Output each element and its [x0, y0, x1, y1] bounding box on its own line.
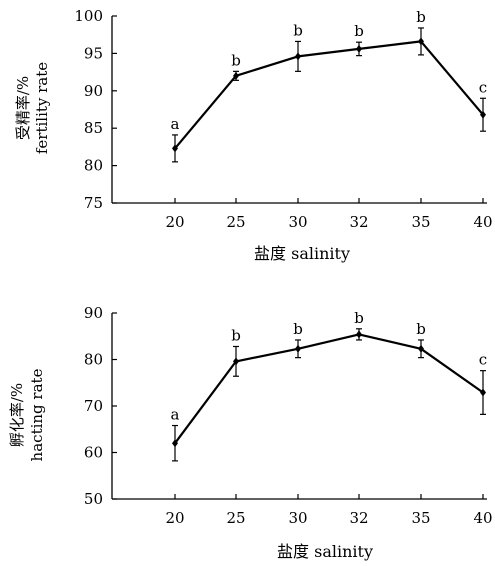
data-point — [172, 439, 178, 448]
data-point — [356, 44, 362, 53]
y-tick-label: 85 — [84, 119, 103, 137]
x-tick-label: 40 — [473, 509, 492, 527]
significance-label: b — [293, 320, 303, 338]
x-tick-label: 30 — [288, 509, 307, 527]
y-axis-label-cn: 受精率/% — [14, 76, 32, 140]
y-tick-label: 95 — [84, 44, 103, 62]
data-point — [480, 110, 486, 119]
significance-label: b — [231, 51, 241, 69]
significance-label: a — [171, 406, 180, 424]
x-tick-label: 32 — [349, 213, 368, 231]
significance-label: b — [416, 8, 426, 26]
data-point — [233, 357, 239, 366]
x-tick-label: 25 — [226, 213, 245, 231]
hatching-chart: 孵化率/% hacting rate 盐度 salinity 50 60 70 80 9… — [8, 304, 493, 561]
significance-label: c — [479, 351, 487, 369]
y-tick-label: 50 — [84, 490, 103, 508]
significance-label: b — [416, 320, 426, 338]
y-tick-label: 90 — [84, 82, 103, 100]
x-tick-label: 25 — [226, 509, 245, 527]
x-axis-label: 盐度 salinity — [277, 542, 373, 561]
y-axis-label-en: hacting rate — [28, 368, 46, 461]
y-tick-label: 60 — [84, 444, 103, 462]
x-tick-label: 40 — [473, 213, 492, 231]
significance-label: b — [293, 21, 303, 39]
significance-label: a — [171, 115, 180, 133]
significance-label: b — [354, 309, 364, 327]
series-line — [174, 40, 484, 150]
fertility-chart: 受精率/% fertility rate 盐度 salinity 75 80 85 9… — [14, 7, 493, 263]
data-point — [172, 144, 178, 153]
significance-label: b — [231, 326, 241, 344]
data-point — [356, 330, 362, 339]
y-tick-label: 75 — [84, 194, 103, 212]
y-tick-label: 70 — [84, 397, 103, 415]
x-tick-label: 20 — [165, 213, 184, 231]
y-tick-label: 80 — [84, 351, 103, 369]
significance-label: c — [479, 78, 487, 96]
series-line — [174, 333, 484, 444]
y-tick-label: 100 — [74, 7, 103, 25]
y-axis-label-en: fertility rate — [33, 62, 51, 154]
data-point — [295, 344, 301, 353]
x-tick-label: 35 — [411, 213, 430, 231]
x-tick-label: 20 — [165, 509, 184, 527]
y-tick-label: 80 — [84, 157, 103, 175]
x-tick-label: 35 — [411, 509, 430, 527]
data-point — [233, 71, 239, 80]
significance-label: b — [354, 22, 364, 40]
data-point — [295, 52, 301, 61]
data-point — [418, 37, 424, 46]
x-tick-label: 30 — [288, 213, 307, 231]
y-axis-label-cn: 孵化率/% — [8, 383, 26, 447]
y-tick-label: 90 — [84, 304, 103, 322]
x-axis-label: 盐度 salinity — [254, 244, 350, 263]
data-point — [418, 344, 424, 353]
x-tick-label: 32 — [349, 509, 368, 527]
data-point — [480, 388, 486, 397]
